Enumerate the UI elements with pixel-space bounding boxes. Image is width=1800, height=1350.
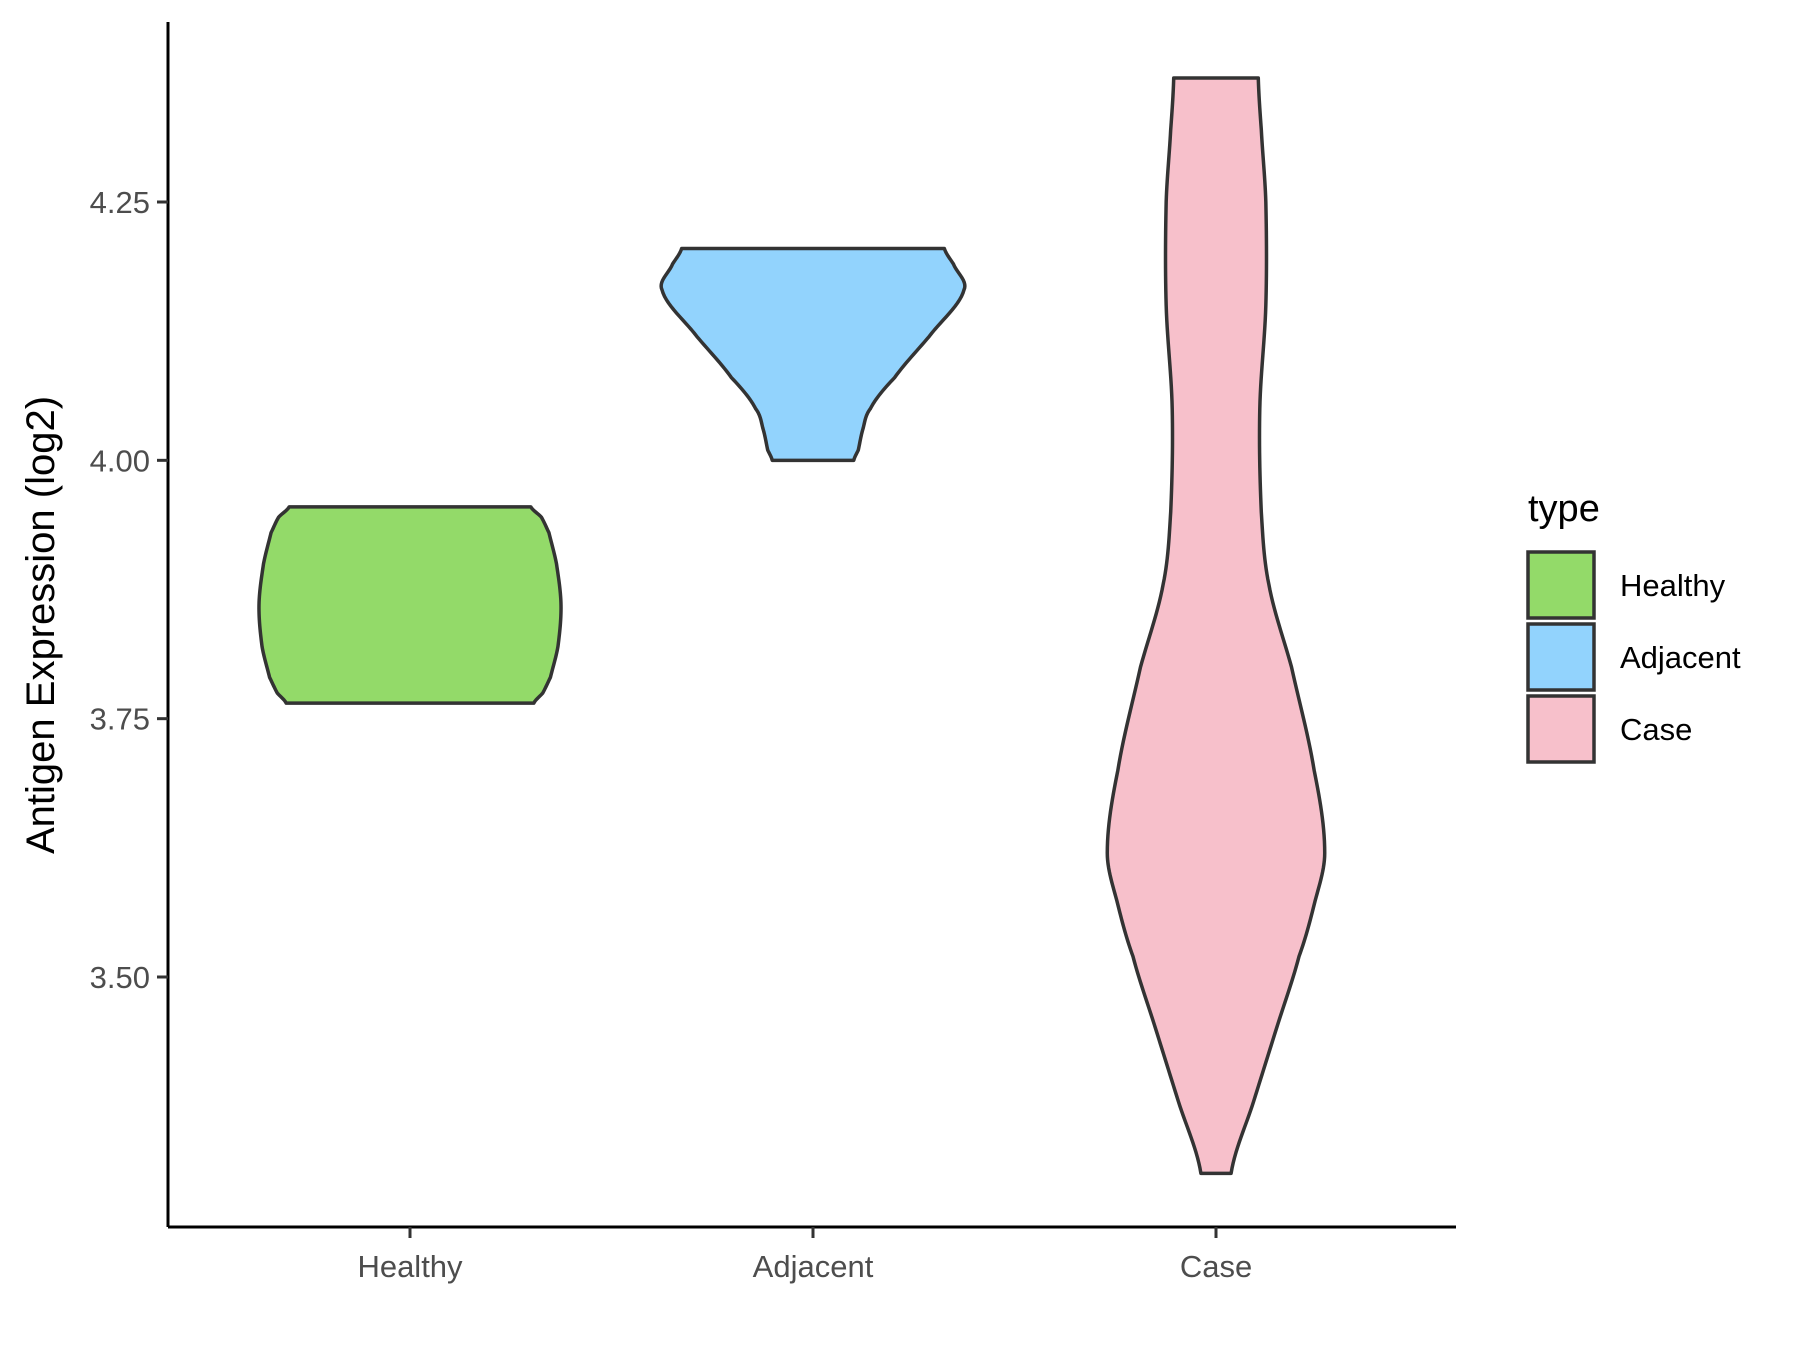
legend-label-healthy: Healthy — [1620, 568, 1726, 603]
y-tick-label: 3.50 — [90, 960, 150, 995]
legend-key-healthy — [1526, 550, 1596, 620]
x-tick-label: Adjacent — [753, 1249, 874, 1284]
y-tick-label: 3.75 — [90, 702, 150, 737]
legend-key-case — [1526, 694, 1596, 764]
legend-label-adjacent: Adjacent — [1620, 640, 1741, 675]
legend-title: type — [1528, 488, 1600, 530]
violin-case — [1105, 76, 1327, 1176]
x-ticks: Healthy Adjacent Case — [357, 1227, 1252, 1284]
y-axis-title: Antigen Expression (log2) — [19, 396, 63, 854]
violin-healthy — [257, 505, 563, 705]
y-tick-label: 4.25 — [90, 185, 150, 220]
legend: type Healthy Adjacent Case — [1526, 488, 1741, 764]
y-ticks: 3.50 3.75 4.00 4.25 — [90, 185, 168, 995]
x-tick-label: Case — [1180, 1249, 1252, 1284]
legend-label-case: Case — [1620, 712, 1692, 747]
legend-key-adjacent — [1526, 622, 1596, 692]
x-tick-label: Healthy — [357, 1249, 463, 1284]
violin-adjacent — [659, 246, 967, 463]
violins-layer — [257, 76, 1327, 1176]
legend-entries: Healthy Adjacent Case — [1526, 550, 1741, 764]
y-tick-label: 4.00 — [90, 443, 150, 478]
